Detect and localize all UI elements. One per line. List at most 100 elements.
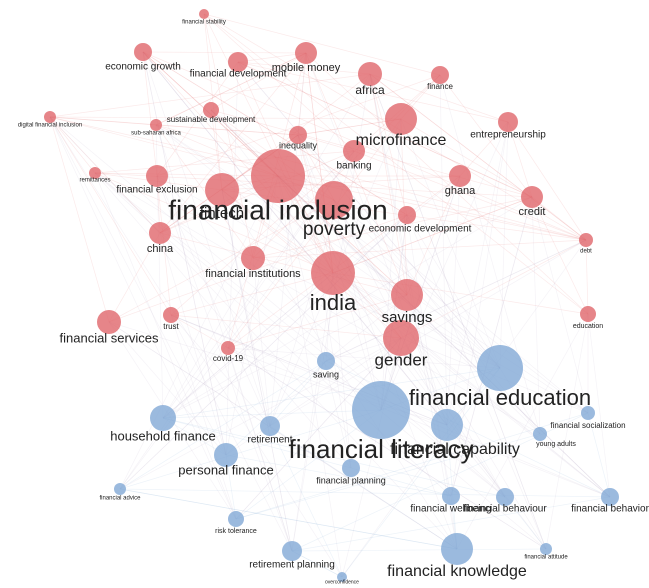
node (228, 511, 244, 527)
node-label: financial planning (316, 475, 386, 485)
link (108, 232, 161, 323)
link (49, 116, 402, 120)
link (350, 467, 452, 497)
link (227, 118, 402, 349)
link (225, 454, 452, 497)
link (380, 214, 408, 411)
link (142, 51, 271, 427)
node (203, 102, 219, 118)
link (305, 52, 408, 296)
link (325, 239, 587, 362)
link (49, 116, 110, 323)
link (221, 189, 334, 274)
link (49, 116, 299, 136)
link (439, 74, 448, 426)
link (227, 347, 501, 369)
link (353, 150, 587, 241)
node-label: debt (580, 249, 592, 255)
link (108, 199, 335, 323)
link (235, 409, 382, 520)
link (297, 118, 402, 136)
link (237, 61, 501, 369)
link (203, 13, 589, 315)
link (94, 172, 237, 520)
link (49, 116, 161, 234)
link (162, 294, 408, 419)
node (289, 126, 307, 144)
link (170, 314, 402, 339)
node (383, 320, 419, 356)
link (210, 52, 307, 111)
node (477, 345, 523, 391)
node-label: financial development (190, 69, 287, 80)
node-label: financial capability (390, 441, 520, 458)
link (170, 314, 293, 552)
link (400, 239, 587, 339)
link (119, 337, 402, 490)
node (337, 572, 347, 582)
link (504, 496, 547, 550)
node-label: risk tolerance (215, 528, 257, 535)
link (380, 121, 509, 411)
node (315, 181, 353, 219)
link (369, 73, 587, 241)
link (170, 314, 229, 349)
node-label: saving (313, 369, 339, 379)
link (94, 172, 334, 274)
node (97, 310, 121, 334)
link (155, 124, 254, 259)
link (94, 172, 541, 435)
link (156, 175, 506, 498)
node-label: microfinance (356, 132, 447, 149)
link (332, 272, 611, 498)
link (162, 409, 382, 419)
node (431, 66, 449, 84)
node-label: gender (375, 350, 428, 369)
link (203, 13, 223, 191)
link (400, 118, 533, 198)
link (459, 121, 509, 177)
link (291, 496, 611, 552)
node-label: financial behavior (571, 504, 649, 515)
link (49, 73, 371, 118)
link (585, 239, 589, 315)
link (49, 116, 343, 578)
link (291, 548, 547, 552)
node (342, 459, 360, 477)
node-label: retirement (247, 435, 292, 446)
link (277, 175, 343, 578)
link (341, 337, 402, 578)
link (297, 52, 307, 136)
link (277, 175, 611, 498)
node-label: poverty (303, 219, 366, 240)
link (156, 175, 172, 316)
link (235, 337, 402, 520)
node (385, 103, 417, 135)
node-label: retirement planning (249, 560, 335, 571)
link (305, 52, 334, 274)
link (119, 360, 327, 490)
link (94, 150, 355, 174)
node (498, 112, 518, 132)
node (580, 306, 596, 322)
node (134, 43, 152, 61)
link (108, 321, 227, 456)
edges (49, 13, 611, 578)
link (162, 196, 533, 419)
node-label: inequality (279, 140, 318, 150)
link (450, 121, 509, 497)
node-label: savings (382, 309, 433, 326)
link (210, 109, 533, 198)
link (406, 214, 541, 435)
link (269, 239, 587, 427)
link (235, 337, 402, 520)
link (119, 409, 382, 490)
link (155, 124, 335, 201)
link (162, 272, 334, 419)
link (142, 51, 448, 426)
link (155, 52, 307, 126)
node-label: covid-19 (213, 354, 244, 363)
link (162, 272, 334, 419)
link (119, 488, 458, 550)
node-label: sub-saharan africa (131, 131, 181, 137)
